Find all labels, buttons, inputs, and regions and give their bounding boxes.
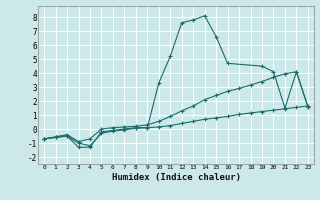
- X-axis label: Humidex (Indice chaleur): Humidex (Indice chaleur): [111, 173, 241, 182]
